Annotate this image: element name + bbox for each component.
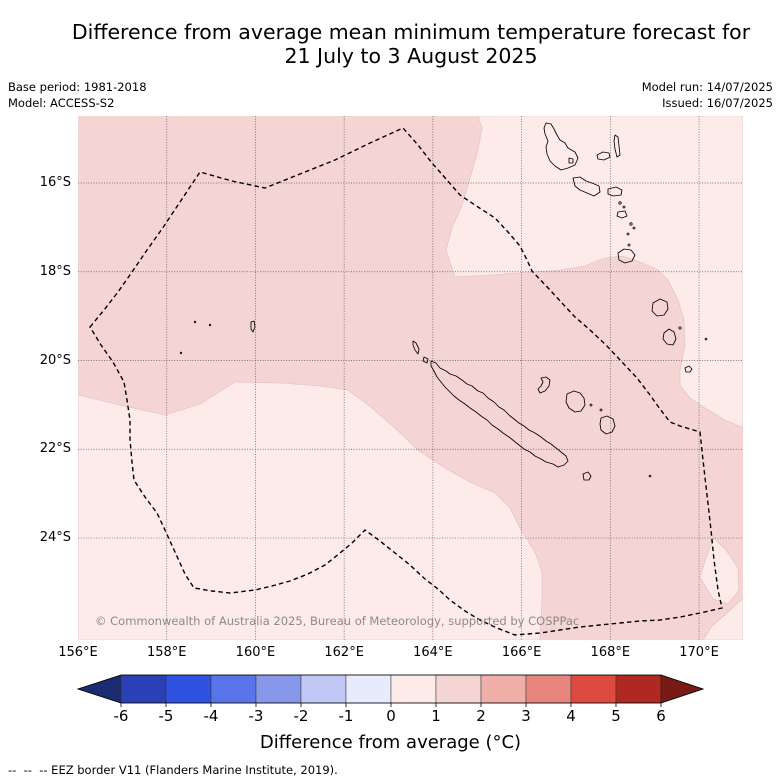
colorbar-segment — [165, 674, 212, 704]
coastline-island — [596, 151, 611, 161]
coastline-island — [684, 365, 693, 373]
longitude-label: 168°E — [590, 645, 631, 660]
anomaly-region-southwest — [78, 381, 543, 640]
colorbar-segment — [615, 674, 662, 704]
longitude-label: 162°E — [324, 645, 364, 660]
graticule — [78, 116, 743, 640]
coastline-main-island — [430, 360, 569, 468]
coastline-island — [607, 186, 623, 197]
colorbar-segment — [480, 674, 527, 704]
coastline-loyalty-island-central — [565, 390, 586, 413]
coastline-island — [572, 176, 601, 197]
coastline-islet — [704, 337, 708, 341]
coastlines — [179, 122, 708, 481]
colorbar: -6 -5 -4 -3 -2 -1 0 1 2 3 4 5 6 — [76, 674, 705, 725]
latitude-label: 16°S — [39, 175, 71, 190]
model-run-date: Model run: 14/07/2025 — [641, 80, 773, 94]
coastline-islet — [629, 222, 633, 226]
coastline-islet — [179, 351, 183, 355]
coastline-islet — [648, 474, 652, 478]
longitude-label: 156°E — [58, 645, 98, 660]
colorbar-over-extension — [660, 674, 704, 704]
colorbar-segment — [120, 674, 167, 704]
coastline-islet — [208, 323, 212, 327]
colorbar-tick-label: -3 — [249, 707, 264, 725]
colorbar-segment — [435, 674, 482, 704]
colorbar-tick-label: -2 — [294, 707, 309, 725]
anomaly-region-southeast-patch — [699, 537, 740, 605]
eez-border-legend: -- -- -- EEZ border V11 (Flanders Marine… — [8, 763, 338, 777]
title-line-1: Difference from average mean minimum tem… — [71, 20, 751, 44]
latitude-label: 18°S — [39, 263, 71, 279]
coastline-loyalty-island-north — [537, 376, 551, 394]
latitude-label: 22°S — [39, 441, 71, 457]
colorbar-under-extension — [77, 674, 122, 704]
colorbar-tick-label: 5 — [611, 707, 621, 725]
coastline-northern-islet — [422, 356, 429, 364]
coastline-islet — [250, 320, 256, 333]
longitude-label: 158°E — [146, 645, 187, 660]
coastline-islet — [599, 408, 603, 412]
colorbar-tick-label: -6 — [114, 707, 129, 725]
copyright-notice: © Commonwealth of Australia 2025, Bureau… — [95, 614, 580, 628]
latitude-label: 20°S — [39, 352, 71, 368]
model-name: Model: ACCESS-S2 — [8, 96, 115, 110]
colorbar-tick-label: 4 — [566, 707, 576, 725]
coastline-loyalty-island-south — [599, 415, 616, 435]
colorbar-tick-label: 3 — [521, 707, 531, 725]
latitude-label: 24°S — [39, 530, 71, 546]
coastline-island — [568, 157, 574, 164]
colorbar-body: -6 -5 -4 -3 -2 -1 0 1 2 3 4 5 6 — [76, 674, 705, 725]
colorbar-tick-label: -1 — [339, 707, 354, 725]
colorbar-tick-label: -4 — [204, 707, 219, 725]
coastline-southern-island — [582, 471, 592, 481]
colorbar-segment — [210, 674, 257, 704]
colorbar-tick-label: -5 — [159, 707, 174, 725]
coastline-island — [617, 248, 636, 264]
coastline-islet — [626, 232, 630, 236]
title-line-2: 21 July to 3 August 2025 — [284, 44, 538, 68]
colorbar-segment — [570, 674, 617, 704]
longitude-label: 170°E — [679, 645, 719, 660]
coastline-islet — [627, 243, 631, 247]
colorbar-segment — [345, 674, 392, 704]
coastline-islet — [193, 320, 197, 324]
coastline-island — [662, 328, 677, 346]
coastline-island — [651, 298, 669, 317]
colorbar-tick-label: 6 — [656, 707, 666, 725]
eez-border-line — [89, 127, 723, 636]
colorbar-tick-label: 1 — [431, 707, 441, 725]
colorbar-segment — [390, 674, 437, 704]
colorbar-segment — [525, 674, 572, 704]
map-panel — [78, 116, 743, 640]
coastline-island — [616, 210, 628, 219]
colorbar-tick-label: 0 — [386, 707, 396, 725]
coastline-islet — [622, 205, 626, 209]
coastline-northern-islands — [412, 340, 420, 355]
coastline-islet — [678, 326, 682, 330]
header-left: Base period: 1981-2018 Model: ACCESS-S2 — [8, 79, 147, 111]
colorbar-tick-label: 2 — [476, 707, 486, 725]
base-period: Base period: 1981-2018 — [8, 80, 147, 94]
colorbar-segment — [255, 674, 302, 704]
coastline-islet — [632, 226, 636, 230]
coastline-islet — [589, 403, 593, 407]
longitude-label: 166°E — [501, 645, 542, 660]
colorbar-label: Difference from average (°C) — [259, 732, 522, 753]
anomaly-region-southeast-corner — [702, 597, 743, 640]
coastline-island — [613, 134, 621, 158]
anomaly-region-northeast — [445, 116, 743, 429]
figure-title: Difference from average mean minimum tem… — [41, 20, 781, 68]
issued-date: Issued: 16/07/2025 — [662, 96, 773, 110]
header-right: Model run: 14/07/2025 Issued: 16/07/2025 — [642, 79, 773, 111]
longitude-label: 160°E — [235, 645, 276, 660]
coastline-islet — [618, 201, 622, 205]
colorbar-segment — [300, 674, 347, 704]
longitude-label: 164°E — [413, 645, 453, 660]
coastline-northern-large-island — [543, 122, 579, 171]
